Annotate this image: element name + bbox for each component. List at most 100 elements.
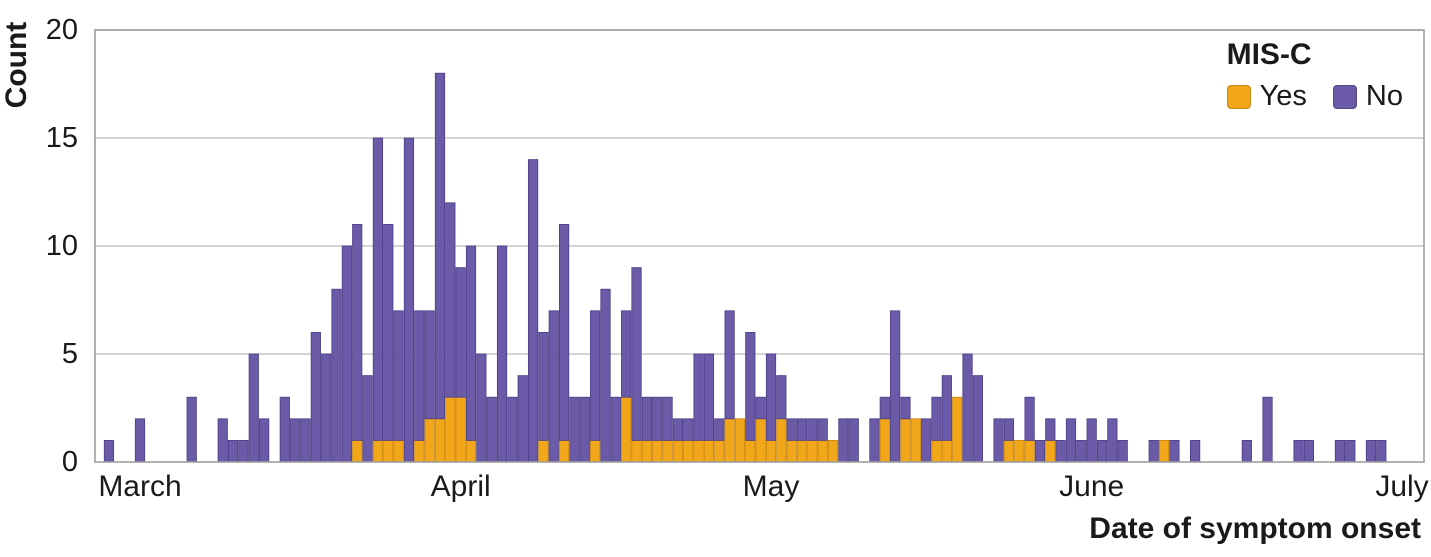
bar-segment-yes	[672, 439, 684, 463]
bar-segment-no	[703, 353, 715, 441]
bar-segment-no	[217, 418, 228, 463]
bar-segment-yes	[445, 396, 456, 463]
bar-segment-no	[279, 396, 290, 463]
bar-segment-no	[527, 159, 539, 463]
bar-segment-no	[559, 223, 570, 441]
bar-segment-no	[786, 418, 797, 441]
bar-segment-no	[259, 418, 270, 463]
bar-segment-yes	[383, 439, 394, 463]
bar-segment-yes	[931, 439, 942, 463]
bar-segment-yes	[631, 439, 642, 463]
legend: MIS-C Yes No	[1226, 38, 1403, 113]
bar-segment-no	[683, 418, 694, 441]
bar-segment-yes	[465, 439, 477, 463]
bar-segment-no	[548, 310, 559, 463]
bar-segment-yes	[683, 439, 694, 463]
bar-segment-no	[486, 396, 497, 463]
bar-segment-no	[869, 418, 880, 463]
bar-segment-no	[1345, 439, 1356, 463]
bar-segment-no	[362, 375, 373, 463]
bar-segment-no	[341, 245, 352, 463]
bar-segment-no	[1003, 418, 1015, 441]
bar-segment-no	[321, 353, 332, 463]
bar-segment-yes	[724, 418, 735, 463]
bar-segment-no	[1086, 418, 1097, 463]
bar-segment-no	[662, 396, 673, 441]
bar-segment-no	[672, 418, 684, 441]
bar-segment-yes	[1024, 439, 1035, 463]
bar-segment-no	[1107, 418, 1118, 463]
bar-segment-yes	[786, 439, 797, 463]
bar-segment-no	[476, 353, 487, 463]
bar-segment-no	[579, 396, 590, 463]
x-tick-label: June	[1059, 470, 1124, 503]
legend-swatch-yes	[1226, 84, 1251, 109]
bar-segment-yes	[455, 396, 466, 463]
x-tick-label: March	[98, 470, 181, 503]
bar-segment-no	[1169, 439, 1180, 463]
bar-segment-yes	[1014, 439, 1025, 463]
bar-segment-yes	[559, 439, 570, 463]
bar-segment-no	[1024, 396, 1035, 441]
bar-segment-yes	[641, 439, 652, 463]
bar-segment-no	[631, 267, 642, 441]
y-tick-label: 10	[46, 230, 78, 262]
bar-segment-no	[724, 310, 735, 420]
x-tick-label: April	[431, 470, 491, 503]
legend-swatch-no	[1332, 84, 1357, 109]
bar-segment-yes	[755, 418, 766, 463]
bar-segment-yes	[1003, 439, 1015, 463]
bar-segment-yes	[910, 418, 921, 463]
bar-segment-yes	[372, 439, 384, 463]
bar-segment-yes	[1158, 439, 1170, 463]
bar-segment-yes	[1045, 439, 1056, 463]
bar-segment-no	[745, 331, 756, 441]
plot-frame	[94, 29, 1425, 463]
bar-segment-no	[445, 202, 456, 398]
bar-segment-yes	[652, 439, 663, 463]
bar-segment-no	[1365, 439, 1377, 463]
bar-segment-yes	[776, 418, 787, 463]
bar-segment-yes	[807, 439, 818, 463]
bar-segment-no	[600, 288, 611, 463]
bar-segment-yes	[703, 439, 715, 463]
bar-segment-yes	[434, 418, 446, 463]
bar-segment-yes	[879, 418, 890, 463]
bar-segment-yes	[817, 439, 828, 463]
bar-segment-no	[890, 310, 901, 463]
bar-segment-no	[103, 439, 115, 463]
bar-segment-no	[921, 418, 932, 463]
x-tick-label: July	[1375, 470, 1428, 503]
bar-segment-no	[796, 418, 808, 441]
bar-segment-no	[1293, 439, 1304, 463]
x-axis-title: Date of symptom onset	[1089, 512, 1421, 545]
bar-segment-no	[962, 353, 973, 463]
bar-segment-no	[1376, 439, 1387, 463]
bar-segment-no	[227, 439, 239, 463]
bar-segment-yes	[900, 418, 911, 463]
y-tick-label: 15	[46, 122, 78, 154]
bar-segment-no	[1262, 396, 1273, 463]
bar-segment-no	[383, 223, 394, 441]
bar-segment-yes	[952, 396, 963, 463]
bar-segment-no	[352, 223, 363, 441]
bar-segment-yes	[941, 439, 952, 463]
bar-segment-no	[538, 331, 549, 441]
bar-segment-no	[1117, 439, 1128, 463]
bar-segment-no	[424, 310, 435, 420]
bar-segment-yes	[765, 439, 777, 463]
bar-segment-no	[1034, 439, 1046, 463]
bar-segment-no	[496, 245, 508, 463]
bar-segment-no	[248, 353, 259, 463]
bar-segment-no	[1148, 439, 1159, 463]
bar-segment-no	[931, 396, 942, 441]
legend-label-no: No	[1365, 80, 1403, 112]
bar-segment-no	[590, 310, 601, 441]
bar-segment-no	[776, 375, 787, 420]
x-tick-label: May	[743, 470, 800, 503]
y-tick-label: 0	[62, 446, 78, 478]
bar-segment-yes	[662, 439, 673, 463]
bar-segment-no	[517, 375, 528, 463]
bar-segment-yes	[621, 396, 632, 463]
